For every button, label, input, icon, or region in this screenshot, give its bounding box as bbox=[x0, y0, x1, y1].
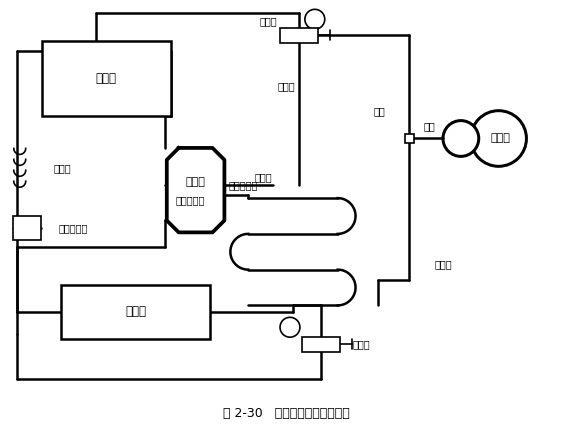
Polygon shape bbox=[167, 148, 225, 232]
Circle shape bbox=[280, 317, 300, 337]
Text: 除露管: 除露管 bbox=[434, 260, 452, 270]
Bar bbox=[61, 285, 210, 339]
Text: 冷凝器: 冷凝器 bbox=[125, 305, 147, 318]
Bar bbox=[13, 216, 41, 240]
Text: 三通阀: 三通阀 bbox=[353, 339, 370, 349]
Bar bbox=[405, 134, 414, 143]
Text: 毛细管: 毛细管 bbox=[53, 163, 71, 173]
Text: 低压吸气管: 低压吸气管 bbox=[176, 195, 205, 205]
Text: 蒸发器: 蒸发器 bbox=[96, 72, 117, 85]
Text: 三通: 三通 bbox=[423, 122, 435, 131]
Circle shape bbox=[471, 111, 527, 166]
Bar bbox=[302, 337, 340, 352]
Bar bbox=[280, 28, 318, 43]
Text: 压缩机: 压缩机 bbox=[186, 177, 206, 187]
Text: 工艺管: 工艺管 bbox=[254, 172, 272, 182]
Circle shape bbox=[443, 121, 479, 156]
Text: 干燥过滤器: 干燥过滤器 bbox=[58, 223, 88, 233]
Text: 三通阀: 三通阀 bbox=[260, 16, 277, 26]
Bar bbox=[42, 41, 171, 116]
Circle shape bbox=[305, 9, 325, 29]
Text: 充气管: 充气管 bbox=[277, 81, 295, 91]
Text: 软管: 软管 bbox=[374, 106, 385, 116]
Text: 图 2-30   双侧抽真空系统连接图: 图 2-30 双侧抽真空系统连接图 bbox=[223, 407, 350, 420]
Text: 真空泵: 真空泵 bbox=[490, 134, 511, 143]
Text: 高压排气管: 高压排气管 bbox=[229, 180, 258, 190]
